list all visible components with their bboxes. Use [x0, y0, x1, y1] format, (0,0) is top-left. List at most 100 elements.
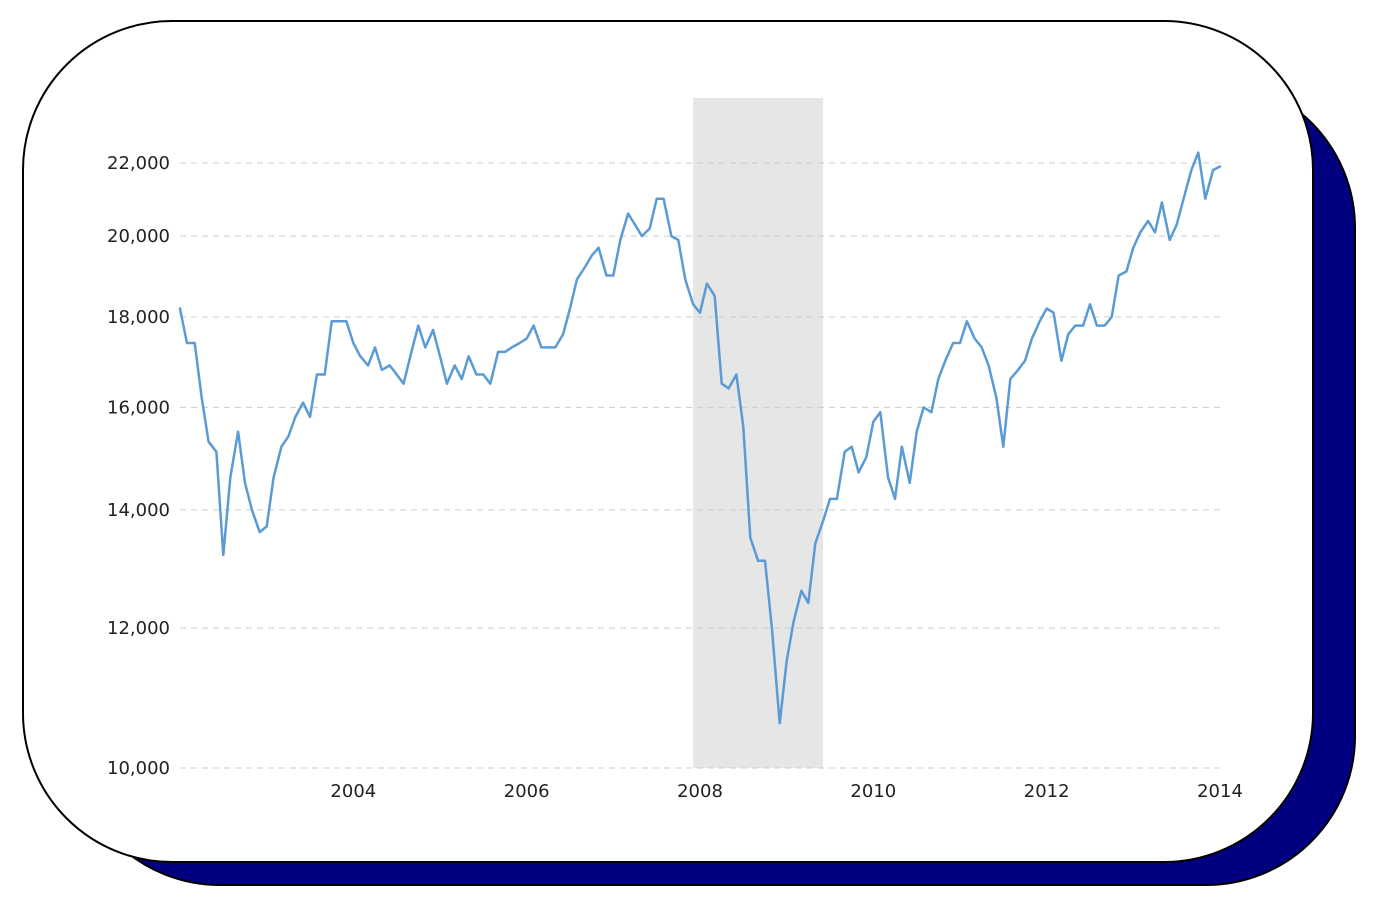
data-point [829, 498, 831, 500]
data-point [634, 224, 636, 226]
data-point [244, 482, 246, 484]
data-point [1190, 169, 1192, 171]
data-point [1111, 316, 1113, 318]
data-point [547, 346, 549, 348]
data-point [714, 295, 716, 297]
data-point [316, 374, 318, 376]
data-point [793, 621, 795, 623]
data-point [706, 283, 708, 285]
x-axis: 2004 2006 2008 2010 2012 2014 [330, 781, 1242, 802]
y-tick-label: 10,000 [107, 758, 170, 779]
data-point [1139, 231, 1141, 233]
data-point [554, 346, 556, 348]
data-point [952, 342, 954, 344]
data-point [1118, 275, 1120, 277]
data-point [576, 279, 578, 281]
data-point [851, 446, 853, 448]
data-point [1074, 325, 1076, 327]
data-point [237, 431, 239, 433]
data-point [1089, 303, 1091, 305]
data-point [1096, 325, 1098, 327]
data-point [627, 213, 629, 215]
data-point [1053, 312, 1055, 314]
data-point [822, 520, 824, 522]
x-tick-label: 2004 [330, 781, 376, 802]
data-point [1132, 247, 1134, 249]
data-point [872, 421, 874, 423]
data-point [475, 374, 477, 376]
data-point [605, 275, 607, 277]
data-point [742, 426, 744, 428]
y-tick-label: 20,000 [107, 226, 170, 247]
data-point [439, 355, 441, 357]
data-point [1147, 220, 1149, 222]
recession-band [693, 98, 824, 768]
data-point [1169, 239, 1171, 241]
data-point [1082, 325, 1084, 327]
data-point [771, 627, 773, 629]
data-point [1204, 198, 1206, 200]
data-point [1125, 271, 1127, 273]
y-tick-label: 22,000 [107, 153, 170, 174]
data-point [489, 383, 491, 385]
y-tick-label: 12,000 [107, 618, 170, 639]
data-point [359, 355, 361, 357]
data-point [988, 364, 990, 366]
data-point [229, 477, 231, 479]
y-tick-label: 16,000 [107, 397, 170, 418]
data-point [800, 590, 802, 592]
data-point [721, 383, 723, 385]
data-point [1161, 201, 1163, 203]
data-point [287, 436, 289, 438]
data-point [324, 374, 326, 376]
x-tick-label: 2010 [850, 781, 896, 802]
data-point [468, 355, 470, 357]
y-axis: 10,000 12,000 14,000 16,000 18,000 20,000 22,0… [107, 153, 170, 779]
y-tick-label: 18,000 [107, 307, 170, 328]
data-point [222, 554, 224, 556]
data-point [280, 446, 282, 448]
data-point [619, 239, 621, 241]
data-point [352, 342, 354, 344]
x-tick-label: 2014 [1197, 781, 1243, 802]
data-point [1197, 152, 1199, 154]
data-point [273, 477, 275, 479]
data-point [612, 275, 614, 277]
data-point [1009, 378, 1011, 380]
x-tick-label: 2006 [504, 781, 550, 802]
data-point [901, 446, 903, 448]
data-point [598, 247, 600, 249]
data-point [749, 537, 751, 539]
y-tick-label: 14,000 [107, 500, 170, 521]
data-point [345, 320, 347, 322]
data-point [461, 378, 463, 380]
data-point [446, 383, 448, 385]
data-point [836, 498, 838, 500]
data-point [519, 342, 521, 344]
data-point [844, 451, 846, 453]
y-gridlines [180, 162, 1220, 769]
data-point [294, 416, 296, 418]
data-point [1154, 231, 1156, 233]
data-point [887, 477, 889, 479]
data-point [1060, 360, 1062, 362]
data-point [677, 239, 679, 241]
data-point [432, 329, 434, 331]
data-point [807, 602, 809, 604]
data-point [374, 346, 376, 348]
data-point [1067, 333, 1069, 335]
data-point [1024, 360, 1026, 362]
data-point [937, 378, 939, 380]
data-point [194, 342, 196, 344]
data-point [1039, 320, 1041, 322]
data-point [779, 722, 781, 724]
data-point [663, 198, 665, 200]
data-point [1219, 166, 1221, 168]
data-point [879, 411, 881, 413]
data-point [1017, 369, 1019, 371]
data-point [208, 441, 210, 443]
data-point [215, 451, 217, 453]
data-point [540, 346, 542, 348]
